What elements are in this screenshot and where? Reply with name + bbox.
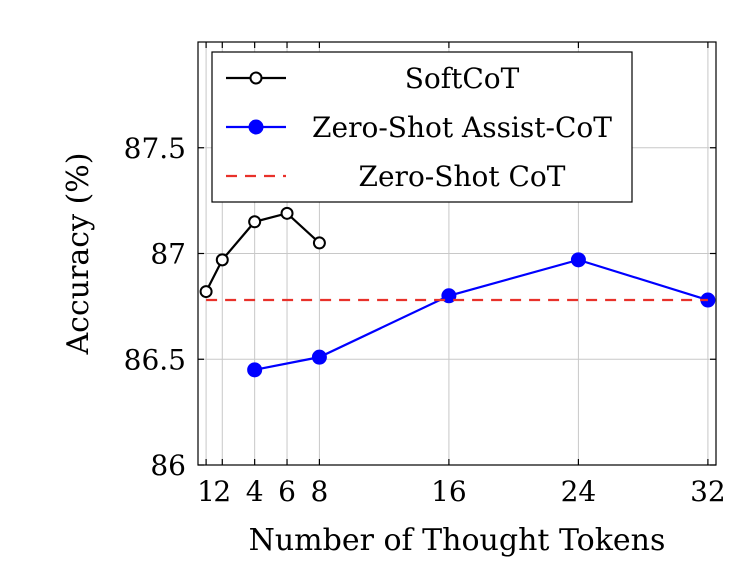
x-tick-label: 2: [213, 475, 231, 508]
x-tick-label: 1: [197, 475, 215, 508]
softcot-point: [199, 285, 213, 299]
series-layer: [199, 206, 716, 378]
softcot-point: [312, 236, 326, 250]
softcot-point: [280, 206, 294, 220]
y-tick-label: 86.5: [124, 343, 186, 376]
legend-label: Zero-Shot Assist-CoT: [312, 111, 612, 144]
y-axis-label: Accuracy (%): [61, 152, 96, 355]
legend-label: SoftCoT: [405, 62, 520, 95]
legend-swatch-marker: [248, 119, 264, 135]
x-tick-label: 4: [246, 475, 264, 508]
y-tick-label: 87: [150, 238, 186, 271]
legend: SoftCoT Zero-Shot Assist-CoT Zero-Shot CoT: [211, 51, 633, 203]
legend-label: Zero-Shot CoT: [359, 160, 566, 193]
zero-shot-assist-cot-point: [570, 252, 586, 268]
y-tick-label: 87.5: [124, 132, 186, 165]
zero-shot-assist-cot-point: [441, 288, 457, 304]
zero-shot-assist-cot-point: [247, 362, 263, 378]
softcot-line: [205, 212, 321, 293]
x-axis-label: Number of Thought Tokens: [249, 523, 666, 558]
x-tick-label: 8: [310, 475, 328, 508]
zero-shot-assist-cot-point: [311, 349, 327, 365]
legend-swatch-marker: [249, 71, 263, 85]
softcot-point: [215, 253, 229, 267]
x-tick-label: 6: [278, 475, 296, 508]
x-tick-label: 16: [431, 475, 467, 508]
x-tick-label: 24: [561, 475, 597, 508]
x-tick-label: 32: [690, 475, 726, 508]
y-tick-label: 86: [150, 449, 186, 482]
softcot-point: [248, 215, 262, 229]
